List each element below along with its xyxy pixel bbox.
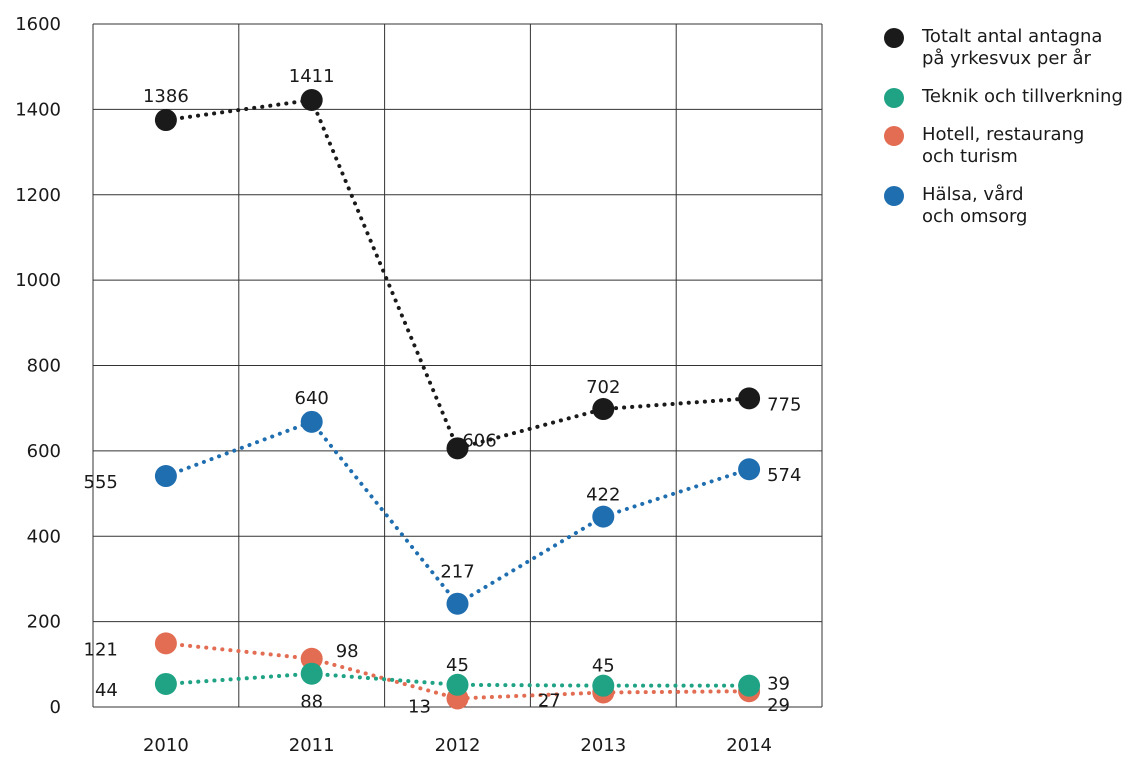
y-tick-label: 1200 — [15, 185, 61, 206]
data-point-s0-0 — [154, 109, 177, 132]
data-point-s0-1 — [300, 88, 323, 111]
y-tick-label: 200 — [27, 612, 61, 633]
legend-swatch-total — [884, 28, 904, 48]
data-label-s0-1: 1411 — [289, 66, 335, 87]
legend-label-teknik: Teknik och tillverkning — [922, 86, 1123, 107]
legend-item-hotell: Hotell, restaurang och turism — [884, 124, 1124, 168]
legend: Totalt antal antagna på yrkesvux per år … — [884, 26, 1124, 244]
legend-label-halsa: Hälsa, vård och omsorg — [922, 184, 1028, 227]
data-point-s1-1 — [300, 662, 323, 685]
data-point-s0-4 — [738, 387, 761, 410]
data-label-s1-2: 45 — [446, 655, 469, 676]
data-label-s1-1: 88 — [300, 692, 323, 713]
data-point-s3-3 — [592, 505, 615, 528]
data-point-s3-2 — [446, 592, 469, 615]
x-tick-label: 2010 — [143, 735, 189, 756]
data-label-s1-3: 45 — [592, 656, 615, 677]
x-tick-label: 2013 — [580, 735, 626, 756]
data-label-s2-2: 13 — [408, 696, 431, 717]
y-tick-label: 1600 — [15, 14, 61, 35]
data-label-s0-2: 606 — [462, 430, 496, 451]
data-point-s0-3 — [592, 398, 615, 421]
legend-item-halsa: Hälsa, vård och omsorg — [884, 184, 1124, 228]
data-point-s3-4 — [738, 458, 761, 481]
data-label-s0-0: 1386 — [143, 86, 189, 107]
legend-label-hotell: Hotell, restaurang och turism — [922, 124, 1085, 167]
data-label-s0-3: 702 — [586, 377, 620, 398]
y-tick-label: 800 — [27, 356, 61, 377]
series-points — [154, 88, 761, 710]
x-tick-label: 2014 — [726, 735, 772, 756]
data-point-s1-0 — [154, 672, 177, 695]
legend-swatch-hotell — [884, 126, 904, 146]
legend-item-teknik: Teknik och tillverkning — [884, 86, 1124, 108]
legend-label-total: Totalt antal antagna på yrkesvux per år — [922, 26, 1103, 69]
data-label-s3-2: 217 — [440, 562, 474, 583]
data-label-s3-3: 422 — [586, 485, 620, 506]
y-tick-label: 400 — [27, 526, 61, 547]
y-tick-label: 1400 — [15, 99, 61, 120]
data-point-s3-0 — [154, 465, 177, 488]
chart-grid — [92, 23, 823, 708]
data-point-s2-0 — [154, 632, 177, 655]
data-label-s1-4: 39 — [767, 674, 790, 695]
legend-swatch-halsa — [884, 186, 904, 206]
y-tick-label: 0 — [50, 697, 61, 718]
data-point-s1-4 — [738, 674, 761, 697]
y-axis-ticks: 0 200 400 600 800 1000 1200 1400 1600 — [15, 14, 61, 718]
data-label-s2-0: 121 — [84, 639, 118, 660]
data-point-s1-2 — [446, 673, 469, 696]
x-tick-label: 2012 — [435, 735, 481, 756]
data-label-s2-3: 27 — [538, 690, 561, 711]
data-label-s0-4: 775 — [767, 394, 801, 415]
data-label-s3-4: 574 — [767, 465, 801, 486]
legend-swatch-teknik — [884, 88, 904, 108]
y-tick-label: 600 — [27, 441, 61, 462]
data-labels: 1386 1411 606 702 775 44 88 45 45 39 121 98 13 27 29 55… — [84, 66, 802, 717]
data-label-s1-0: 44 — [95, 680, 118, 701]
data-label-s3-1: 640 — [295, 388, 329, 409]
data-label-s3-0: 555 — [84, 472, 118, 493]
data-point-s3-1 — [300, 410, 323, 433]
x-tick-label: 2011 — [289, 735, 335, 756]
series-line-0 — [163, 97, 752, 451]
x-axis-ticks: 2010 2011 2012 2013 2014 — [143, 735, 772, 756]
data-point-s1-3 — [592, 674, 615, 697]
data-label-s2-4: 29 — [767, 695, 790, 716]
y-tick-label: 1000 — [15, 270, 61, 291]
legend-item-total: Totalt antal antagna på yrkesvux per år — [884, 26, 1124, 70]
data-point-s0-2 — [446, 437, 469, 460]
data-label-s2-1: 98 — [336, 641, 359, 662]
